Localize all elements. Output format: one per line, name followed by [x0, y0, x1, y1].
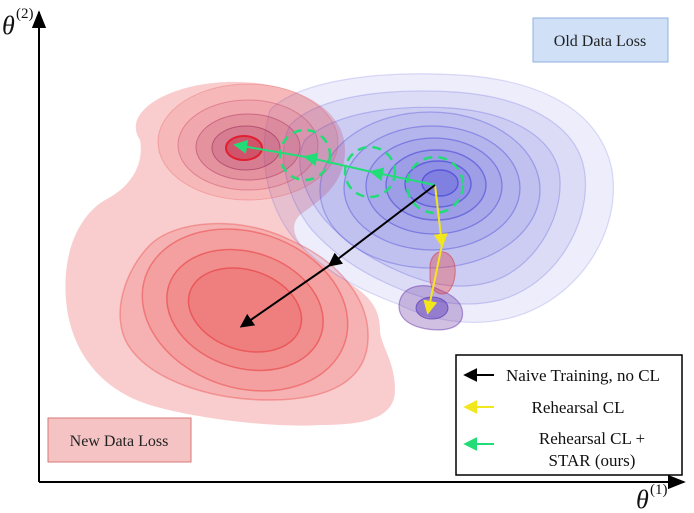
green-trajectory — [233, 139, 436, 186]
new-data-loss-contours — [65, 81, 395, 426]
y-axis-sup: (2) — [16, 6, 34, 22]
yellow-trajectory — [423, 184, 448, 315]
star-circle-3 — [405, 155, 465, 215]
star-dashed-circles — [278, 128, 465, 215]
old-data-loss-label: Old Data Loss — [554, 33, 646, 50]
legend-item-naive: Naive Training, no CL — [463, 366, 660, 385]
legend: Naive Training, no CL Rehearsal CL Rehea… — [455, 354, 683, 476]
legend-label-naive: Naive Training, no CL — [506, 366, 660, 385]
old-data-loss-box: Old Data Loss — [532, 17, 669, 63]
legend-item-star: Rehearsal CL + STAR (ours) — [463, 429, 645, 470]
new-data-top-basin — [157, 83, 339, 201]
legend-label-rehearsal: Rehearsal CL — [532, 398, 625, 417]
new-data-loss-label: New Data Loss — [70, 433, 169, 450]
axes: θ (2) θ (1) — [2, 6, 686, 513]
legend-label-star-line2: STAR (ours) — [549, 451, 636, 470]
x-axis-sup: (1) — [650, 482, 668, 498]
new-data-loss-box: New Data Loss — [47, 417, 192, 463]
black-trajectory — [239, 184, 436, 328]
x-axis-label: θ — [636, 485, 649, 513]
y-axis-label: θ — [2, 11, 15, 40]
legend-label-star-line1: Rehearsal CL + — [539, 429, 645, 448]
legend-item-rehearsal: Rehearsal CL — [463, 398, 625, 417]
star-circle-1 — [278, 128, 332, 182]
star-circle-2 — [343, 145, 397, 199]
